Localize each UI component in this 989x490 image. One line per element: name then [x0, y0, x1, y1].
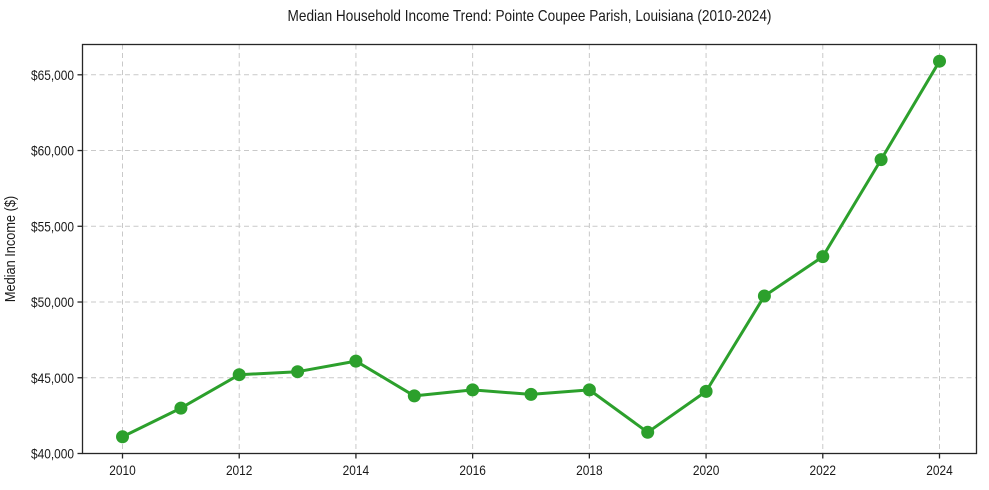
data-point — [933, 54, 946, 68]
data-point — [757, 289, 771, 303]
x-tick-label: 2022 — [810, 462, 837, 478]
axis-frame — [81, 43, 978, 455]
y-tick-label: $55,000 — [31, 218, 74, 234]
data-point — [641, 425, 655, 439]
x-tick-label: 2016 — [459, 462, 486, 478]
gridlines — [82, 44, 977, 454]
data-point — [816, 250, 830, 264]
y-tick-label: $65,000 — [31, 67, 74, 83]
data-point — [116, 430, 129, 444]
x-tick-label: 2020 — [693, 462, 720, 478]
x-tick-label: 2018 — [576, 462, 603, 478]
x-tick-label: 2010 — [109, 462, 136, 478]
data-point — [466, 383, 480, 397]
series-group — [116, 54, 946, 444]
data-point — [349, 354, 363, 368]
x-tick-label: 2012 — [226, 462, 253, 478]
data-point — [524, 387, 538, 401]
data-point — [582, 383, 596, 397]
y-tick-label: $45,000 — [31, 370, 74, 386]
x-tick-label: 2014 — [343, 462, 370, 478]
chart-title: Median Household Income Trend: Pointe Co… — [288, 8, 772, 25]
axes-group — [77, 43, 978, 459]
y-axis-label: Median Income ($) — [2, 196, 19, 302]
trend-line — [121, 59, 941, 439]
y-tick-label: $40,000 — [31, 446, 74, 462]
data-point — [699, 384, 713, 398]
data-point — [174, 401, 188, 415]
data-point — [291, 365, 305, 379]
tick-labels-group: 2010 2012 2014 2016 2018 2020 2022 2024 $40,000 $… — [31, 67, 953, 478]
data-point — [874, 153, 888, 167]
y-tick-label: $60,000 — [31, 143, 74, 159]
y-tick-label: $50,000 — [31, 294, 74, 310]
x-tick-label: 2024 — [926, 462, 953, 478]
data-point — [232, 368, 246, 382]
data-point — [407, 389, 421, 403]
